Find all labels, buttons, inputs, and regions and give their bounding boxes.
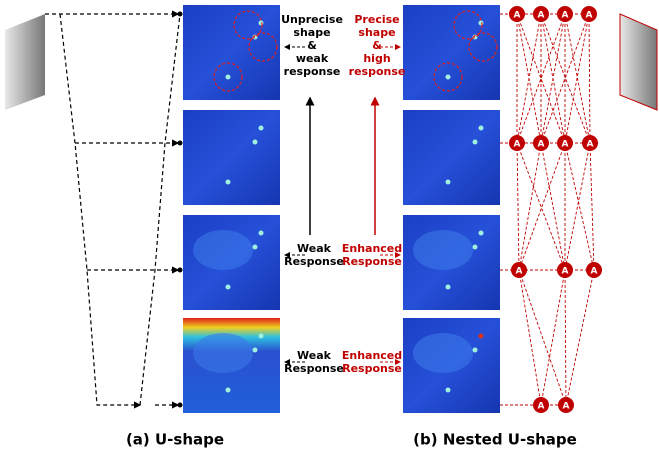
- link: [565, 14, 589, 143]
- link: [519, 143, 541, 270]
- node-label: A: [538, 402, 545, 412]
- blob: [193, 333, 253, 373]
- annotation: Weak: [297, 349, 332, 362]
- annotation: weak: [296, 52, 329, 65]
- link: [566, 270, 594, 405]
- node-label: A: [563, 402, 570, 412]
- target: [479, 126, 484, 131]
- link: [565, 143, 590, 270]
- annotation: Enhanced: [342, 349, 402, 362]
- annotation: shape: [293, 26, 330, 39]
- node-label: A: [514, 140, 521, 150]
- node-label: A: [591, 267, 598, 277]
- target: [479, 334, 484, 339]
- node-label: A: [514, 11, 521, 21]
- target: [446, 180, 451, 185]
- node-label: A: [587, 140, 594, 150]
- node-label: A: [538, 11, 545, 21]
- feature-map: [403, 5, 500, 100]
- target: [253, 348, 258, 353]
- link: [517, 143, 519, 270]
- target: [473, 348, 478, 353]
- node-label: A: [586, 11, 593, 21]
- annotation: Response: [342, 362, 402, 375]
- blob: [413, 230, 473, 270]
- blob: [193, 230, 253, 270]
- node-label: A: [516, 267, 523, 277]
- diagram: AAAAAAAAAAAAA Unpreciseshape&weakrespons…: [0, 0, 659, 453]
- target: [226, 75, 231, 80]
- feature-map: [183, 5, 280, 100]
- annotation: Weak: [297, 242, 332, 255]
- target: [446, 388, 451, 393]
- target: [473, 140, 478, 145]
- target: [259, 126, 264, 131]
- target: [473, 245, 478, 250]
- target: [253, 140, 258, 145]
- link: [590, 143, 594, 270]
- annotation: Response: [284, 362, 344, 375]
- annotation: &: [372, 39, 382, 52]
- target: [253, 245, 258, 250]
- node-label: A: [538, 140, 545, 150]
- target: [226, 180, 231, 185]
- node-label: A: [562, 140, 569, 150]
- blob: [413, 333, 473, 373]
- target: [226, 388, 231, 393]
- link: [541, 270, 565, 405]
- caption: (a) U-shape: [126, 431, 224, 449]
- input-image: [620, 14, 657, 110]
- annotation: Response: [342, 255, 402, 268]
- link: [565, 143, 594, 270]
- target: [446, 75, 451, 80]
- link: [541, 143, 565, 270]
- target: [479, 21, 484, 26]
- annotation: Response: [284, 255, 344, 268]
- annotation: Enhanced: [342, 242, 402, 255]
- annotation: response: [349, 65, 406, 78]
- link: [519, 270, 541, 405]
- annotation: response: [284, 65, 341, 78]
- annotation: Unprecise: [281, 13, 343, 26]
- target: [226, 285, 231, 290]
- target: [259, 21, 264, 26]
- u-shape-links: [45, 14, 180, 405]
- input-image: [5, 14, 45, 110]
- link: [519, 270, 566, 405]
- annotation: Precise: [354, 13, 399, 26]
- annotation: shape: [358, 26, 395, 39]
- node-label: A: [562, 11, 569, 21]
- node-label: A: [562, 267, 569, 277]
- annotation: &: [307, 39, 317, 52]
- target: [446, 285, 451, 290]
- feature-map: [183, 110, 280, 205]
- annotation: high: [363, 52, 390, 65]
- caption: (b) Nested U-shape: [413, 431, 577, 449]
- link: [565, 270, 566, 405]
- target: [259, 231, 264, 236]
- target: [479, 231, 484, 236]
- link: [589, 14, 590, 143]
- feature-map: [403, 110, 500, 205]
- target: [259, 334, 264, 339]
